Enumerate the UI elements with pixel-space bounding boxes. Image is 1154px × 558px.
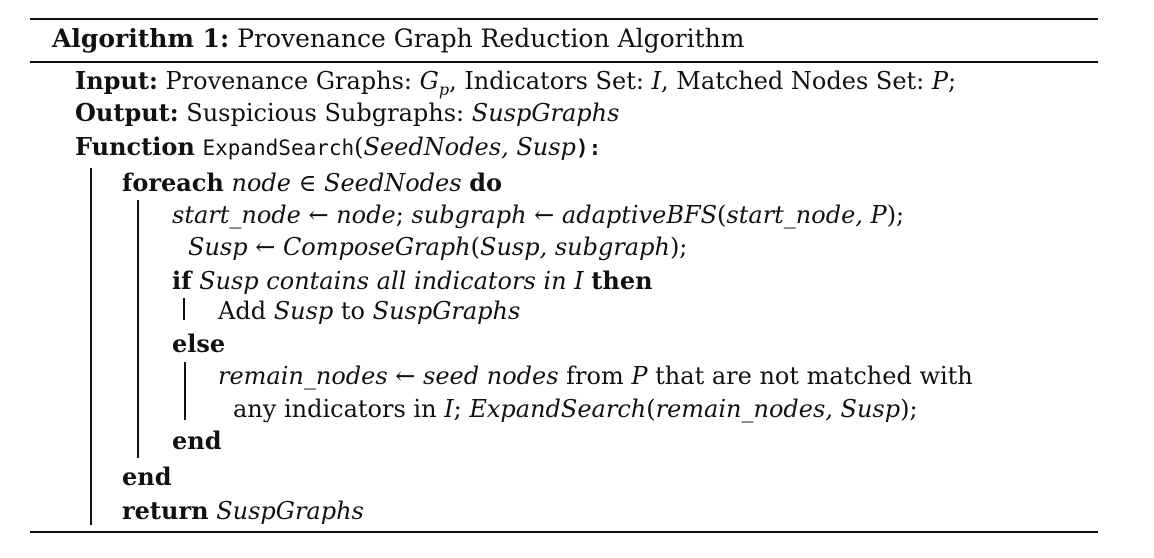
input-text-2: , Indicators Set: — [449, 67, 652, 95]
foreach-block-bar — [137, 200, 139, 458]
else-keyword: else — [172, 329, 226, 358]
add-text-1: Add — [218, 297, 274, 325]
do-keyword: do — [469, 168, 502, 197]
add-var-suspgraphs: SuspGraphs — [372, 297, 521, 325]
function-name: ExpandSearch — [202, 136, 355, 160]
then-keyword: then — [591, 266, 653, 295]
remain2-close: ); — [900, 395, 918, 423]
if-line: if Susp contains all indicators in I the… — [172, 266, 653, 296]
stmt2-args: Susp, subgraph — [480, 233, 670, 261]
statement-adaptive-bfs: start_node ← node; subgraph ← adaptiveBF… — [172, 200, 904, 230]
algorithm-title: Provenance Graph Reduction Algorithm — [237, 24, 745, 53]
stmt1-open: ( — [717, 201, 727, 229]
else-block-bar — [184, 362, 186, 420]
foreach-expression: node ∈ SeedNodes — [231, 169, 462, 197]
foreach-keyword: foreach — [122, 168, 224, 197]
stmt1-close: ); — [886, 201, 905, 229]
stmt1-assign-subgraph: subgraph ← adaptiveBFS — [411, 201, 718, 229]
else-line: else — [172, 329, 225, 359]
algorithm-header: Algorithm 1: Provenance Graph Reduction … — [52, 24, 744, 54]
stmt2-open: ( — [470, 233, 480, 261]
algorithm-label: Algorithm 1: — [52, 24, 230, 53]
remain-statement-line-2: any indicators in I; ExpandSearch(remain… — [233, 394, 918, 424]
input-text-3: , Matched Nodes Set: — [661, 67, 932, 95]
remain2-text-2: ; — [453, 395, 470, 423]
stmt1-assign-start: start_node ← node — [172, 201, 396, 229]
output-line: Output: Suspicious Subgraphs: SuspGraphs — [75, 98, 619, 128]
header-rule — [30, 61, 1098, 63]
bottom-rule — [30, 531, 1098, 533]
remain1-text-2: that are not matched with — [647, 362, 973, 390]
output-var: SuspGraphs — [471, 99, 620, 127]
function-args: SeedNodes, Susp — [363, 133, 576, 161]
remain2-open: ( — [646, 395, 656, 423]
end-foreach-keyword: end — [122, 462, 172, 491]
function-close: ): — [575, 136, 602, 160]
remain2-text-1: any indicators in — [233, 395, 445, 423]
input-text-4: ; — [948, 67, 957, 95]
return-line: return SuspGraphs — [122, 496, 364, 526]
end-foreach-line: end — [122, 462, 172, 492]
remain1-var-p: P — [631, 362, 648, 390]
function-line: Function ExpandSearch(SeedNodes, Susp): — [75, 132, 601, 163]
remain2-var-i: I — [444, 395, 454, 423]
stmt1-sep: ; — [395, 201, 412, 229]
input-gp: G — [419, 67, 439, 95]
end-if-keyword: end — [172, 426, 222, 455]
stmt2-assign: Susp ← ComposeGraph — [188, 233, 471, 261]
input-keyword: Input: — [75, 66, 158, 95]
input-text-1: Provenance Graphs: — [165, 67, 420, 95]
remain1-text-1: from — [558, 362, 632, 390]
input-var-p: P — [931, 67, 949, 95]
foreach-line: foreach node ∈ SeedNodes do — [122, 168, 502, 198]
input-line: Input: Provenance Graphs: Gp, Indicators… — [75, 66, 956, 105]
remain2-args: remain_nodes, Susp — [655, 395, 901, 423]
end-if-line: end — [172, 426, 222, 456]
add-text-2: to — [333, 297, 373, 325]
stmt2-close: ); — [669, 233, 688, 261]
remain1-assign: remain_nodes ← seed nodes — [218, 362, 559, 390]
function-block-bar — [90, 168, 92, 525]
add-var-susp: Susp — [273, 297, 334, 325]
return-var: SuspGraphs — [216, 497, 364, 525]
input-var-i: I — [651, 67, 662, 95]
remain-statement-line-1: remain_nodes ← seed nodes from P that ar… — [218, 361, 973, 391]
stmt1-args: start_node, P — [726, 201, 887, 229]
remain2-call: ExpandSearch — [469, 395, 647, 423]
output-text: Suspicious Subgraphs: — [186, 99, 472, 127]
input-gp-subscript: p — [438, 80, 450, 99]
then-block-bar — [183, 298, 185, 320]
top-rule — [30, 18, 1098, 20]
return-keyword: return — [122, 496, 209, 525]
if-condition: Susp contains all indicators in I — [199, 267, 584, 295]
statement-compose-graph: Susp ← ComposeGraph(Susp, subgraph); — [188, 232, 687, 262]
add-statement: Add Susp to SuspGraphs — [218, 296, 520, 326]
function-keyword: Function — [75, 132, 195, 161]
if-keyword: if — [172, 266, 192, 295]
function-open-paren: ( — [354, 133, 364, 161]
output-keyword: Output: — [75, 98, 179, 127]
